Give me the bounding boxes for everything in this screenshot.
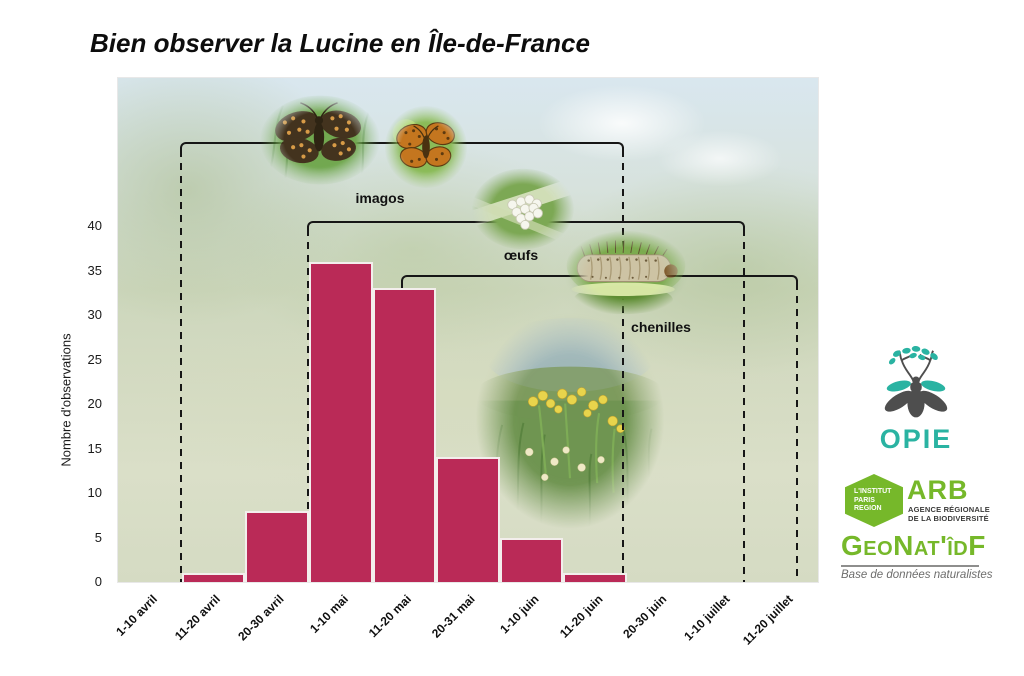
x-tick-label: 11-20 avril	[172, 592, 224, 643]
x-tick-label: 1-10 avril	[113, 592, 160, 639]
phase-dashed-line	[796, 283, 798, 582]
caterpillar-image	[566, 230, 686, 315]
bars-layer	[118, 78, 818, 582]
page-title: Bien observer la Lucine en Île-de-France	[90, 28, 590, 58]
y-tick-label: 25	[87, 351, 102, 367]
geonat-tagline: Base de données naturalistes	[841, 569, 993, 581]
x-tick-label: 20-31 mai	[429, 592, 478, 641]
flowers-photo	[473, 308, 667, 532]
stage-label-oeufs: œufs	[503, 247, 539, 263]
y-tick-label: 15	[87, 440, 102, 456]
geonat-wordmark: GeoNat'îdF	[841, 530, 986, 561]
cowslip-flowers-image	[473, 318, 667, 532]
phase-dashed-line	[622, 150, 624, 582]
x-tick-label: 11-20 juin	[556, 592, 606, 641]
x-tick-label: 11-20 mai	[366, 592, 415, 641]
dark-butterfly-image	[260, 95, 380, 185]
hexagon-line-3: REGION	[854, 505, 882, 512]
x-tick-label: 20-30 avril	[235, 592, 287, 644]
phase-dashed-line	[307, 229, 309, 582]
y-tick-label: 10	[87, 485, 102, 500]
hexagon-line-1: L'INSTITUT	[854, 488, 892, 495]
institut-paris-region-hexagon: L'INSTITUT PARIS REGION	[845, 474, 903, 527]
opie-wordmark: OPIE	[879, 424, 953, 454]
y-tick-label: 5	[94, 529, 102, 545]
bar-1-10 mai	[308, 261, 373, 582]
eggs-cluster-image	[470, 168, 576, 252]
imago-photo-2	[383, 104, 469, 190]
phase-dashed-line	[180, 150, 182, 582]
arb-acronym: ARB	[907, 475, 969, 505]
y-tick-label: 20	[87, 396, 102, 411]
opie-beetle-icon	[884, 346, 948, 418]
plot-area	[117, 77, 819, 583]
hexagon-line-2: PARIS	[854, 496, 875, 504]
y-tick-label: 0	[94, 574, 102, 589]
caterpillar-photo	[561, 229, 691, 317]
bar-11-20 mai	[372, 288, 437, 582]
x-tick-label: 1-10 mai	[306, 592, 351, 636]
bar-11-20 avril	[181, 573, 246, 582]
arb-subtitle-line-1: AGENCE RÉGIONALE	[908, 505, 990, 514]
y-tick-label: 30	[87, 307, 102, 322]
bar-20-30 avril	[245, 510, 309, 582]
imago-photo-1	[258, 92, 382, 188]
x-tick-label: 11-20 juillet	[740, 592, 797, 648]
geonat-divider	[841, 565, 979, 567]
arb-subtitle: AGENCE RÉGIONALE DE LA BIODIVERSITÉ	[908, 505, 990, 523]
eggs-photo	[470, 166, 576, 252]
x-tick-label: 20-30 juin	[619, 592, 669, 642]
arb-subtitle-line-2: DE LA BIODIVERSITÉ	[908, 514, 989, 523]
bar-11-20 juin	[563, 573, 628, 582]
x-tick-label: 1-10 juillet	[681, 592, 733, 644]
stage-label-chenilles: chenilles	[631, 319, 691, 335]
stage-label-imagos: imagos	[355, 190, 405, 206]
y-tick-label: 40	[87, 218, 102, 233]
y-tick-label: 35	[87, 262, 102, 278]
phase-dashed-line	[743, 229, 745, 582]
orange-butterfly-image	[384, 105, 468, 189]
bar-1-10 juin	[499, 537, 564, 582]
bar-20-31 mai	[436, 457, 500, 582]
x-tick-label: 1-10 juin	[497, 592, 542, 637]
